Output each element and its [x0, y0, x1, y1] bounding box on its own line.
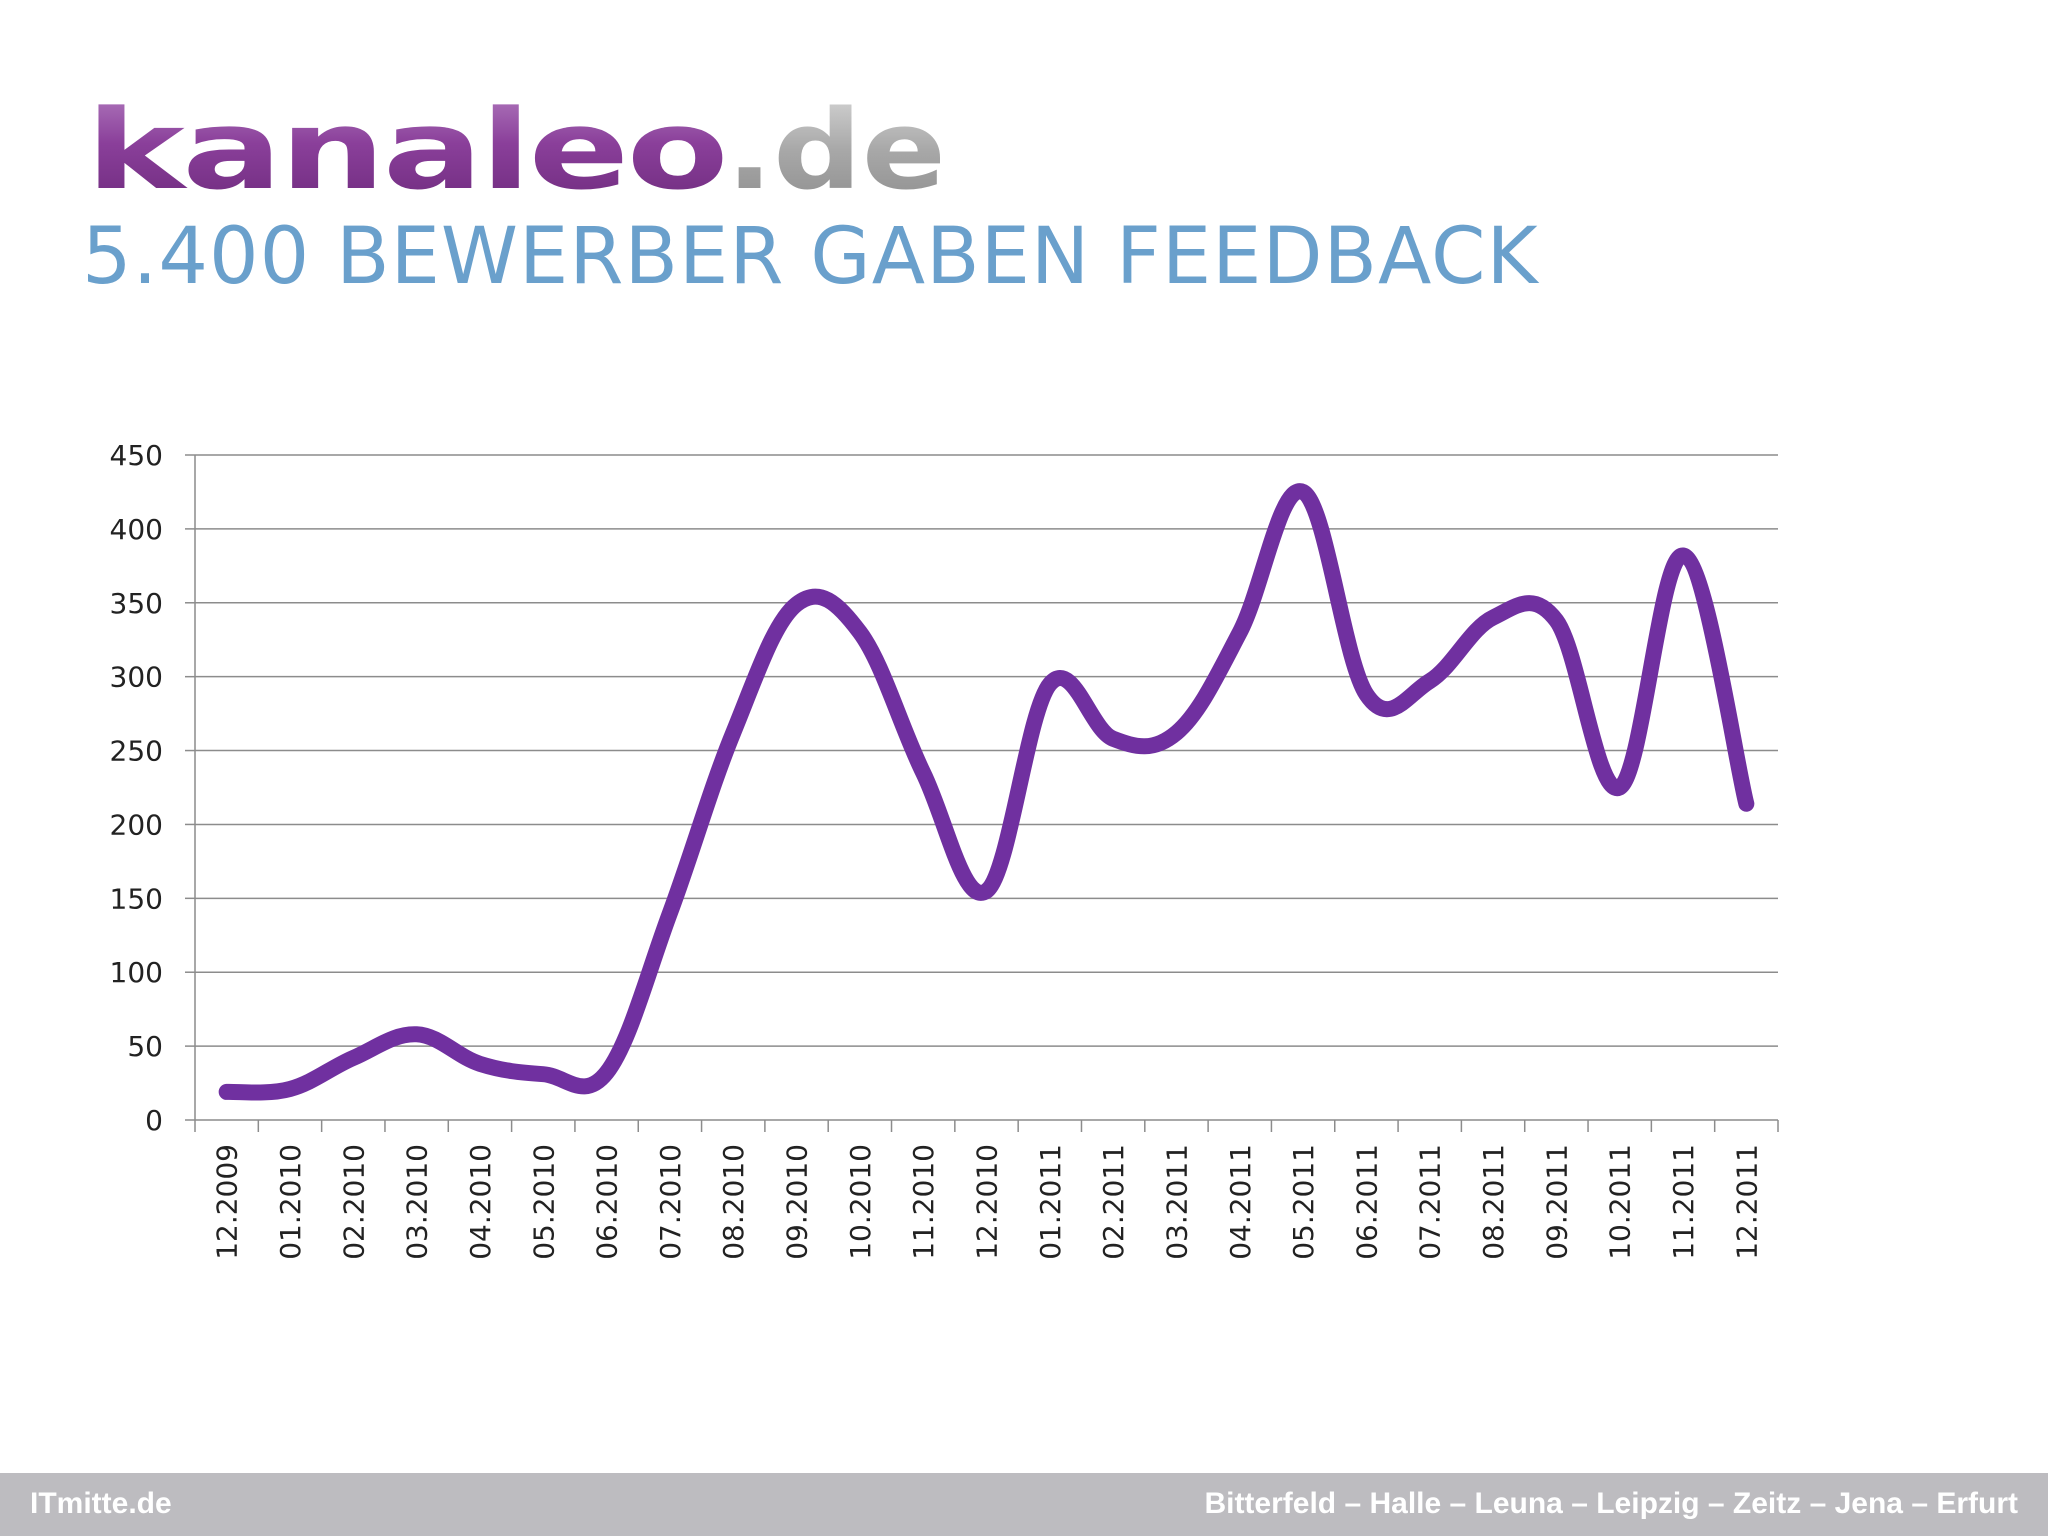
x-tick-label: 09.2011	[1540, 1144, 1573, 1260]
y-tick-label: 450	[110, 439, 163, 472]
footer-site-label: ITmitte.de	[30, 1487, 172, 1520]
x-tick-label: 04.2011	[1224, 1144, 1257, 1260]
x-tick-label: 07.2011	[1414, 1144, 1447, 1260]
x-tick-label: 05.2011	[1287, 1144, 1320, 1260]
svg-text:.de: .de	[726, 98, 946, 208]
x-tick-label: 01.2010	[274, 1144, 307, 1260]
y-tick-label: 350	[110, 587, 163, 620]
x-tick-label: 08.2011	[1477, 1144, 1510, 1260]
x-tick-label: 01.2011	[1034, 1144, 1067, 1260]
y-tick-label: 50	[127, 1030, 163, 1063]
kanaleo-logo: kanaleo .de	[86, 98, 946, 208]
footer-bar: ITmitte.de Bitterfeld – Halle – Leuna – …	[0, 1473, 2048, 1536]
x-tick-label: 11.2011	[1667, 1144, 1700, 1260]
x-tick-label: 08.2010	[717, 1144, 750, 1260]
x-tick-label: 05.2010	[527, 1144, 560, 1260]
y-tick-label: 0	[145, 1104, 163, 1137]
y-tick-label: 250	[110, 735, 163, 768]
y-tick-label: 200	[110, 808, 163, 841]
x-tick-label: 04.2010	[464, 1144, 497, 1260]
y-tick-label: 150	[110, 882, 163, 915]
x-tick-label: 06.2010	[591, 1144, 624, 1260]
svg-text:kanaleo: kanaleo	[86, 98, 726, 208]
x-tick-label: 12.2011	[1730, 1144, 1763, 1260]
page-title: 5.400 BEWERBER GABEN FEEDBACK	[82, 212, 1539, 302]
x-tick-label: 03.2010	[401, 1144, 434, 1260]
y-tick-label: 300	[110, 661, 163, 694]
series-line	[218, 483, 1755, 1101]
x-tick-label: 03.2011	[1160, 1144, 1193, 1260]
x-tick-label: 12.2010	[971, 1144, 1004, 1260]
x-tick-label: 12.2009	[211, 1144, 244, 1260]
x-tick-label: 10.2011	[1604, 1144, 1637, 1260]
x-tick-label: 02.2010	[337, 1144, 370, 1260]
footer-locations: Bitterfeld – Halle – Leuna – Leipzig – Z…	[1204, 1487, 2018, 1520]
x-tick-label: 07.2010	[654, 1144, 687, 1260]
x-tick-label: 02.2011	[1097, 1144, 1130, 1260]
x-tick-label: 11.2010	[907, 1144, 940, 1260]
y-tick-label: 400	[110, 513, 163, 546]
x-tick-label: 10.2010	[844, 1144, 877, 1260]
x-tick-label: 06.2011	[1350, 1144, 1383, 1260]
y-tick-label: 100	[110, 956, 163, 989]
x-tick-label: 09.2010	[781, 1144, 814, 1260]
